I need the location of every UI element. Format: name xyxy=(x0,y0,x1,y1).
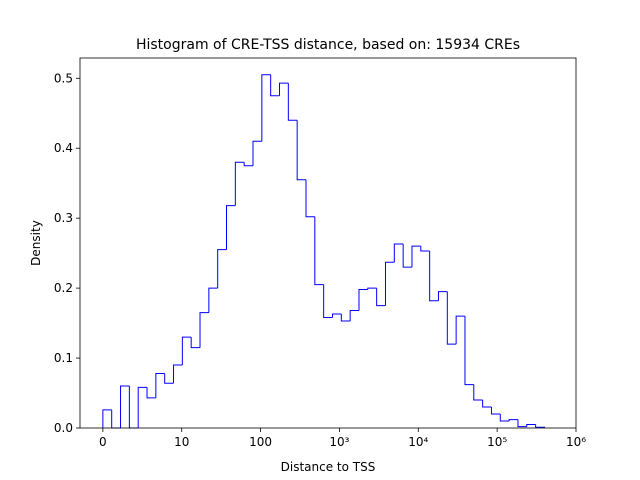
histogram-bin xyxy=(287,83,298,121)
histogram-bin xyxy=(243,162,254,167)
histogram-bin xyxy=(446,291,457,345)
y-axis-label: Density xyxy=(29,220,43,266)
histogram-bin xyxy=(508,419,518,422)
histogram-bin xyxy=(420,246,430,252)
chart-title: Histogram of CRE-TSS distance, based on:… xyxy=(136,37,520,53)
histogram-bin xyxy=(128,386,139,429)
x-tick-label: 10⁴ xyxy=(408,435,428,449)
histogram-bin xyxy=(499,414,510,422)
histogram-bin xyxy=(296,120,306,181)
histogram-bin xyxy=(455,315,465,345)
plot-frame xyxy=(79,57,577,429)
y-tick-label: 0.3 xyxy=(54,211,73,225)
histogram-bin xyxy=(437,291,448,301)
histogram-bin xyxy=(411,245,421,268)
histogram-bin xyxy=(208,287,218,313)
histogram-bin xyxy=(464,316,474,386)
y-tick-label: 0.5 xyxy=(54,71,73,85)
histogram-bin xyxy=(402,244,412,268)
histogram-bin xyxy=(349,309,359,321)
histogram-bin xyxy=(155,372,165,398)
x-tick-label: 0 xyxy=(99,435,107,449)
x-tick-label: 10⁶ xyxy=(566,435,586,449)
histogram-bin xyxy=(376,288,386,307)
histogram-bin xyxy=(111,409,121,429)
histogram-bin xyxy=(340,313,351,322)
x-tick-label: 10⁵ xyxy=(487,435,507,449)
histogram-bin xyxy=(164,373,174,384)
histogram-bin xyxy=(358,289,368,311)
y-tick-label: 0.1 xyxy=(54,351,73,365)
histogram-bin xyxy=(261,74,271,142)
histogram-bin xyxy=(305,179,315,218)
histogram-bin xyxy=(473,384,483,401)
histogram-bin xyxy=(323,284,333,318)
x-axis-label: Distance to TSS xyxy=(281,460,376,474)
histogram-bin xyxy=(190,337,201,349)
histogram-bin xyxy=(146,387,156,399)
y-tick-label: 0.0 xyxy=(54,421,73,435)
histogram-bin xyxy=(517,419,527,428)
histogram-bin xyxy=(173,364,183,384)
x-tick-label: 10 xyxy=(174,435,189,449)
histogram-bin xyxy=(331,313,342,318)
histogram-bin xyxy=(252,140,262,166)
histogram-bin xyxy=(226,205,236,250)
histogram-bin xyxy=(270,74,280,97)
histogram-bin xyxy=(482,400,492,408)
histogram-bin xyxy=(199,312,209,348)
histogram-bin xyxy=(393,243,404,263)
histogram-bin xyxy=(217,249,227,289)
histogram-bin xyxy=(120,385,130,428)
histogram-bin xyxy=(137,386,148,428)
histogram-bin xyxy=(384,261,395,306)
y-tick-label: 0.4 xyxy=(54,141,73,155)
histogram-bin xyxy=(429,251,439,302)
y-tick-label: 0.2 xyxy=(54,281,73,295)
histogram-bin xyxy=(279,82,289,96)
histogram-bin xyxy=(102,409,112,428)
histogram-bin xyxy=(234,161,245,206)
histogram-bin xyxy=(314,216,324,286)
histogram-bin xyxy=(181,336,192,366)
histogram-bin xyxy=(490,407,501,415)
histogram-bin xyxy=(367,287,377,290)
x-tick-label: 100 xyxy=(249,435,272,449)
histogram-bin xyxy=(535,424,545,428)
x-tick-label: 10³ xyxy=(329,435,349,449)
histogram-bin xyxy=(526,424,536,427)
